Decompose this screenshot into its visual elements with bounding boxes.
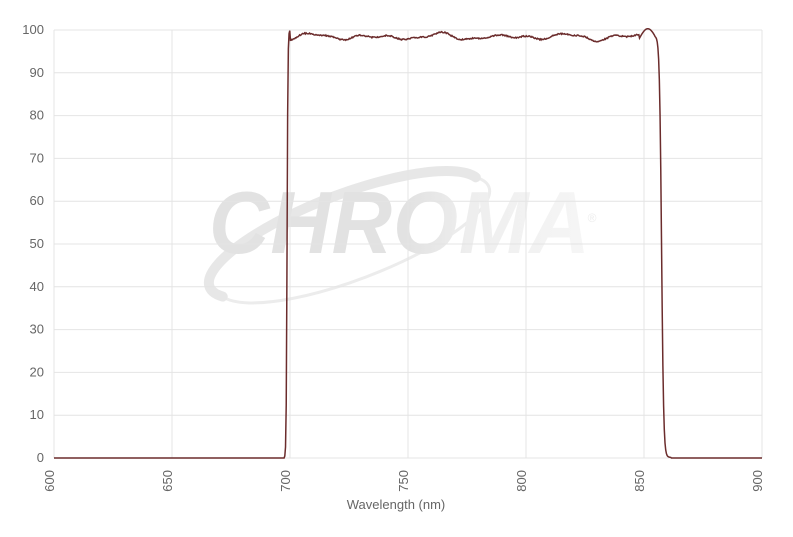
svg-text:80: 80 (30, 108, 44, 123)
svg-text:30: 30 (30, 322, 44, 337)
svg-text:850: 850 (632, 470, 647, 492)
svg-text:70: 70 (30, 150, 44, 165)
svg-text:800: 800 (514, 470, 529, 492)
svg-text:50: 50 (30, 236, 44, 251)
svg-text:100: 100 (22, 22, 44, 37)
svg-text:®: ® (588, 211, 597, 225)
svg-text:20: 20 (30, 364, 44, 379)
svg-text:CHROMA: CHROMA (209, 174, 591, 272)
svg-text:10: 10 (30, 407, 44, 422)
svg-text:650: 650 (160, 470, 175, 492)
svg-text:0: 0 (37, 450, 44, 465)
svg-text:750: 750 (396, 470, 411, 492)
svg-text:90: 90 (30, 65, 44, 80)
svg-text:60: 60 (30, 193, 44, 208)
svg-text:700: 700 (278, 470, 293, 492)
svg-text:600: 600 (42, 470, 57, 492)
svg-text:900: 900 (750, 470, 765, 492)
svg-text:40: 40 (30, 279, 44, 294)
